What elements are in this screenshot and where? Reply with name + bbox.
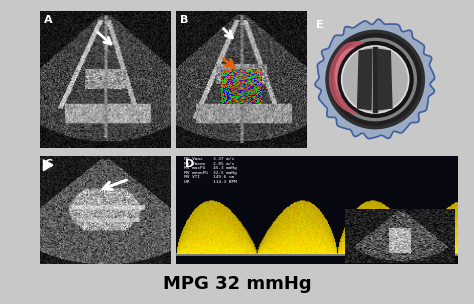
Text: B: B	[180, 15, 189, 25]
Text: D: D	[185, 159, 194, 169]
Polygon shape	[378, 49, 392, 110]
Circle shape	[327, 31, 423, 128]
Polygon shape	[373, 47, 377, 112]
Circle shape	[337, 41, 414, 118]
Ellipse shape	[329, 42, 383, 113]
Polygon shape	[44, 160, 53, 171]
Text: MPG 32 mmHg: MPG 32 mmHg	[163, 275, 311, 293]
Circle shape	[333, 38, 417, 121]
Polygon shape	[357, 49, 372, 110]
Circle shape	[341, 45, 410, 114]
Text: A: A	[44, 15, 53, 25]
Circle shape	[343, 47, 408, 112]
Text: C: C	[44, 159, 52, 169]
Text: E: E	[316, 20, 324, 30]
Text: MV Vmax    3.37 m/s
  MV Vmean   2.85 m/s
  MV maxPG   45.3 mmHg
  MV meanPG  32: MV Vmax 3.37 m/s MV Vmean 2.85 m/s MV ma…	[179, 157, 237, 184]
Polygon shape	[315, 19, 435, 139]
Circle shape	[337, 42, 413, 117]
Ellipse shape	[336, 48, 373, 102]
